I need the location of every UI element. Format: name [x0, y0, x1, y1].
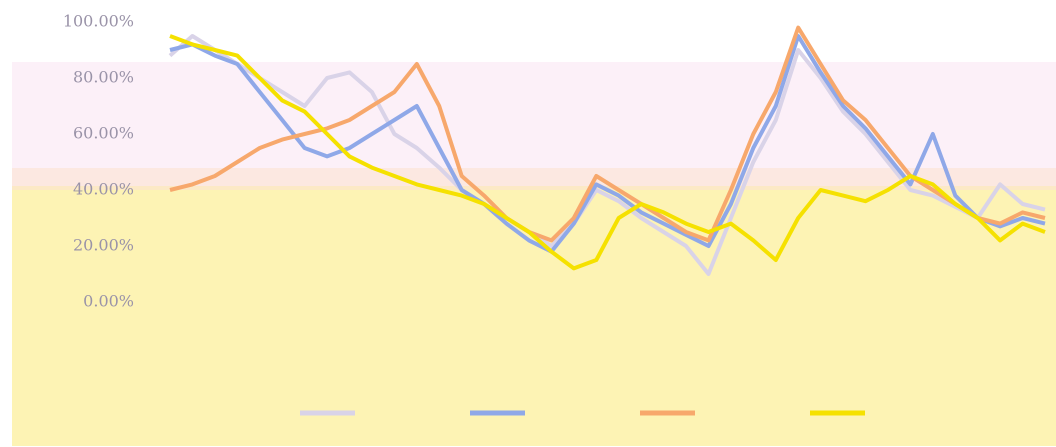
y-tick-label: 80.00%: [73, 68, 134, 87]
series-line: [169, 34, 1046, 271]
series-line: [169, 34, 1046, 254]
series-line: [168, 34, 1046, 276]
y-tick-label: 40.00%: [73, 180, 134, 199]
y-tick-label: 20.00%: [73, 236, 134, 255]
background-band: [12, 168, 1056, 190]
y-tick-label: 0.00%: [83, 292, 134, 311]
y-tick-label: 60.00%: [73, 124, 134, 143]
background-band: [12, 186, 1056, 446]
series-line: [169, 25, 1046, 243]
y-tick-label: 100.00%: [63, 12, 134, 31]
